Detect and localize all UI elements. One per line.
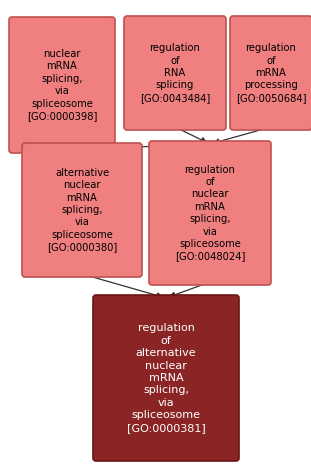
FancyBboxPatch shape <box>22 143 142 277</box>
FancyBboxPatch shape <box>124 16 226 130</box>
Text: alternative
nuclear
mRNA
splicing,
via
spliceosome
[GO:0000380]: alternative nuclear mRNA splicing, via s… <box>47 168 117 252</box>
FancyBboxPatch shape <box>230 16 311 130</box>
Text: regulation
of
nuclear
mRNA
splicing,
via
spliceosome
[GO:0048024]: regulation of nuclear mRNA splicing, via… <box>175 165 245 262</box>
Text: regulation
of
mRNA
processing
[GO:0050684]: regulation of mRNA processing [GO:005068… <box>236 43 306 103</box>
Text: regulation
of
alternative
nuclear
mRNA
splicing,
via
spliceosome
[GO:0000381]: regulation of alternative nuclear mRNA s… <box>127 323 205 432</box>
Text: nuclear
mRNA
splicing,
via
spliceosome
[GO:0000398]: nuclear mRNA splicing, via spliceosome [… <box>27 49 97 121</box>
FancyBboxPatch shape <box>9 17 115 153</box>
Text: regulation
of
RNA
splicing
[GO:0043484]: regulation of RNA splicing [GO:0043484] <box>140 43 210 103</box>
FancyBboxPatch shape <box>93 295 239 461</box>
FancyBboxPatch shape <box>149 141 271 285</box>
